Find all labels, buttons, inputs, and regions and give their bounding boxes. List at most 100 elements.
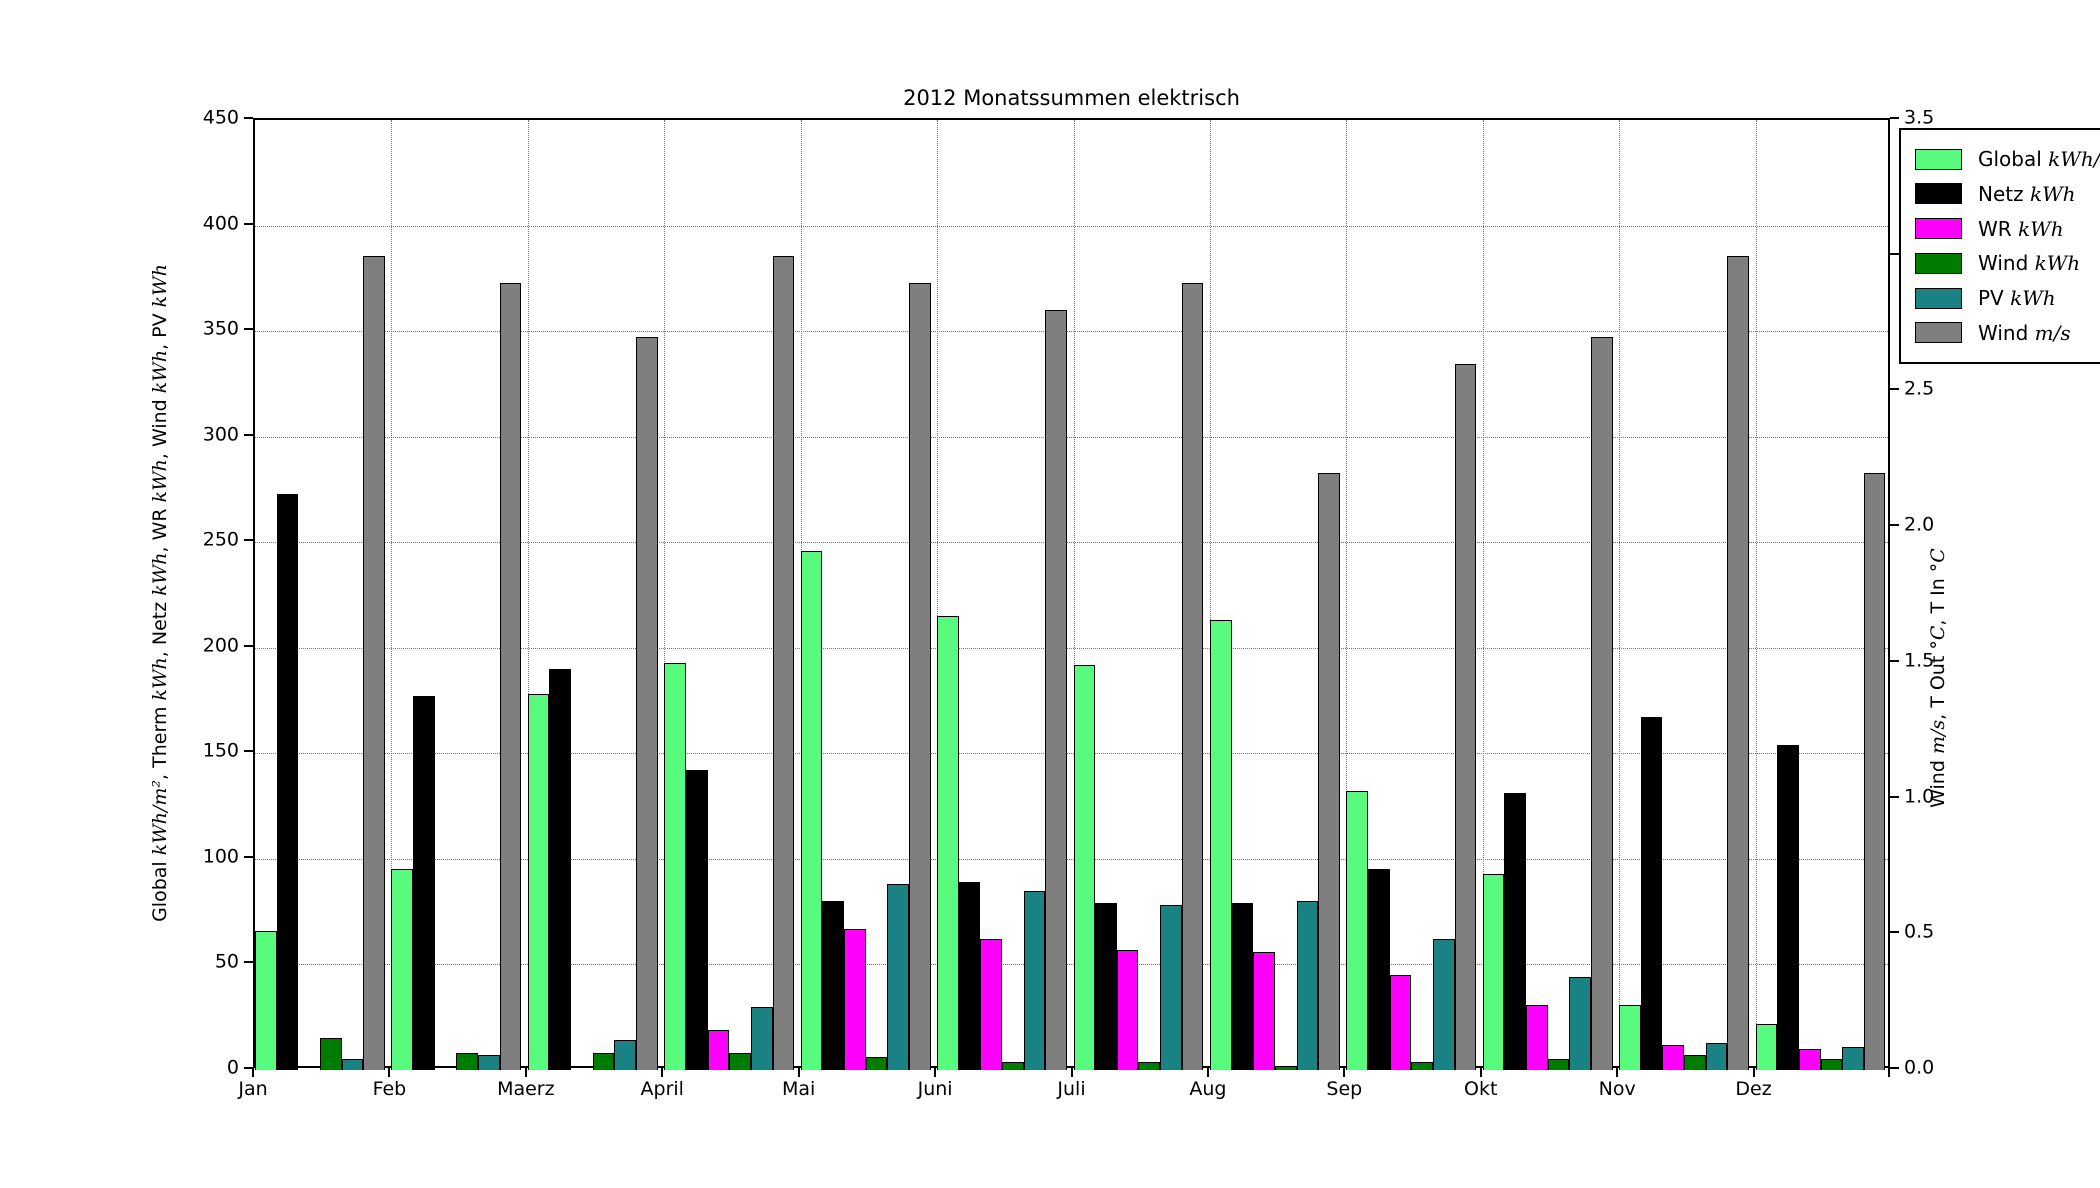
axis-label-text: , Netz — [149, 595, 171, 658]
gridline-horizontal — [255, 436, 1888, 438]
bar-global-maerz — [527, 694, 550, 1070]
bar-wr-april — [707, 1029, 730, 1070]
right-axis-tick-label: 2.0 — [1904, 513, 1935, 536]
legend-label: PV kWh — [1978, 286, 2056, 310]
legend-row-global-kWhm: Global kWh/m² — [1915, 147, 2100, 171]
left-axis-tick-label: 200 — [202, 634, 239, 657]
left-axis-tick-label: 450 — [202, 106, 239, 129]
x-axis-tick-label: Mai — [781, 1078, 816, 1100]
axis-label-unit: m/s — [1927, 719, 1949, 755]
right-axis-tick — [1890, 524, 1899, 527]
left-axis-tick-label: 300 — [202, 423, 239, 446]
bar-wind-okt — [1591, 337, 1613, 1070]
bar-netz-mai — [822, 901, 844, 1070]
x-axis-tick-label: Juni — [917, 1078, 953, 1100]
bar-netz-sep — [1367, 869, 1390, 1070]
bar-wind-dez — [1863, 472, 1886, 1070]
legend-label: WR kWh — [1978, 217, 2064, 241]
axis-label-text: , PV — [149, 307, 171, 350]
bar-wind-sep — [1411, 1061, 1433, 1070]
gridline-horizontal — [255, 647, 1888, 649]
bar-wr-aug — [1253, 951, 1275, 1070]
legend-swatch — [1915, 148, 1962, 170]
legend-label-unit: kWh — [2018, 216, 2064, 241]
bar-netz-juni — [958, 882, 981, 1070]
bar-wind-juni — [1045, 310, 1067, 1070]
bar-pv-maerz — [614, 1040, 637, 1070]
axis-label-unit: °C — [1927, 625, 1949, 650]
legend-label-name: PV — [1978, 286, 2011, 311]
x-axis-tick — [524, 1068, 527, 1077]
right-axis-tick-label: 0.5 — [1904, 920, 1935, 943]
legend-label-name: WR — [1978, 216, 2019, 241]
bar-netz-dez — [1777, 744, 1799, 1070]
x-axis-tick — [1616, 1068, 1619, 1077]
bar-pv-juli — [1160, 905, 1182, 1070]
gridline-vertical — [664, 120, 666, 1066]
plot-area — [253, 118, 1890, 1070]
bar-wr-okt — [1526, 1004, 1548, 1070]
x-axis-tick — [661, 1068, 664, 1077]
bar-pv-okt — [1569, 977, 1591, 1070]
x-axis-tick-label: Okt — [1464, 1078, 1498, 1100]
axis-label-text: Global — [149, 855, 171, 922]
left-axis-tick-label: 0 — [226, 1056, 239, 1079]
right-axis-tick-label: 1.0 — [1904, 785, 1935, 808]
bar-wind-jan — [363, 255, 385, 1070]
bar-netz-april — [685, 770, 708, 1070]
x-axis-tick — [252, 1068, 254, 1077]
x-axis-tick — [1888, 1068, 1890, 1077]
right-axis-tick-label: 1.5 — [1904, 649, 1935, 672]
bar-pv-jan — [341, 1059, 364, 1070]
gridline-horizontal — [255, 225, 1888, 227]
x-axis-tick — [388, 1068, 391, 1077]
legend-label-unit: kWh — [2029, 181, 2076, 206]
legend-row-netz-kWh: Netz kWh — [1915, 181, 2100, 206]
legend-label-name: Global — [1978, 147, 2049, 171]
x-axis-tick — [1752, 1068, 1755, 1077]
bar-wind-april — [772, 255, 795, 1070]
axis-label-text: , T In — [1927, 572, 1949, 626]
bar-pv-dez — [1842, 1046, 1864, 1070]
gridline-horizontal — [255, 331, 1888, 333]
axis-label-text: , WR — [149, 502, 171, 553]
x-axis-tick-label: Nov — [1598, 1078, 1636, 1100]
left-axis-tick — [244, 1067, 253, 1069]
axis-label-unit: kWh/m² — [149, 779, 171, 856]
gridline-vertical — [1619, 120, 1621, 1066]
bar-wr-nov — [1662, 1044, 1685, 1070]
legend-swatch — [1915, 218, 1962, 240]
right-axis-tick — [1890, 252, 1899, 255]
bar-pv-mai — [887, 884, 909, 1070]
gridline-horizontal — [255, 964, 1888, 966]
bar-global-aug — [1209, 620, 1232, 1070]
gridline-horizontal — [255, 858, 1888, 860]
x-axis-tick-label: April — [640, 1078, 684, 1100]
left-axis-tick-label: 100 — [202, 845, 239, 868]
left-axis-tick — [244, 644, 253, 647]
bar-netz-juli — [1095, 903, 1117, 1070]
gridline-vertical — [1073, 120, 1075, 1066]
legend-label-unit: kWh — [2034, 251, 2081, 276]
bar-netz-aug — [1231, 903, 1254, 1070]
bar-pv-aug — [1296, 901, 1319, 1070]
bar-global-mai — [800, 550, 823, 1070]
right-axis-tick-label: 2.5 — [1904, 377, 1935, 400]
legend-label-name: Wind — [1978, 251, 2035, 276]
bar-wind-okt — [1547, 1059, 1570, 1070]
bar-wind-april — [729, 1053, 751, 1070]
left-axis-tick-label: 350 — [202, 317, 239, 340]
legend-label-name: Wind — [1978, 320, 2035, 345]
bar-wind-nov — [1727, 255, 1750, 1070]
legend-row-wind-ms: Wind m/s — [1915, 320, 2100, 345]
bar-pv-feb — [478, 1055, 500, 1070]
right-axis-tick — [1890, 795, 1899, 798]
bar-global-okt — [1482, 873, 1505, 1070]
bar-wind-sep — [1454, 364, 1477, 1070]
right-axis-label: Wind m/s, T Out °C, T In °C — [1927, 548, 1949, 808]
bar-global-feb — [391, 869, 414, 1070]
bar-wr-juli — [1116, 949, 1139, 1070]
bar-pv-nov — [1705, 1042, 1728, 1070]
bar-wind-aug — [1274, 1065, 1297, 1070]
